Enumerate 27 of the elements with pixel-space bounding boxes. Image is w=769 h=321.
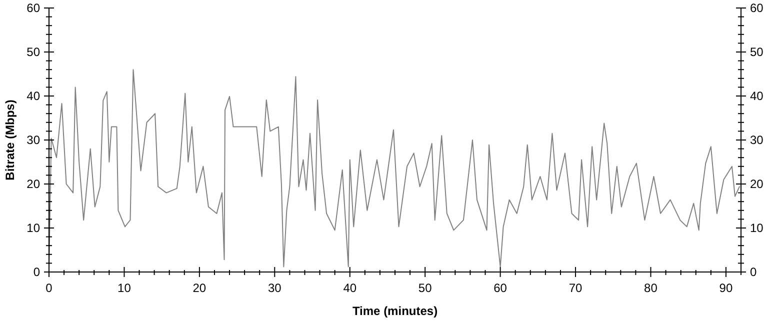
y2-tick-label: 30 xyxy=(750,133,764,147)
y2-tick-label: 20 xyxy=(750,177,764,191)
y-tick-label: 10 xyxy=(26,221,40,235)
y-tick-label: 30 xyxy=(26,133,40,147)
x-tick-label: 20 xyxy=(192,281,206,295)
y-tick-label: 20 xyxy=(26,177,40,191)
x-tick-label: 70 xyxy=(568,281,583,295)
x-axis-title: Time (minutes) xyxy=(352,304,438,318)
x-tick-label: 90 xyxy=(719,281,733,295)
y-tick-label: 40 xyxy=(26,89,40,103)
y2-tick-label: 50 xyxy=(750,45,764,59)
y2-tick-label: 10 xyxy=(750,221,764,235)
y2-tick-label: 40 xyxy=(750,89,764,103)
line-series xyxy=(48,69,740,268)
y-tick-label: 50 xyxy=(26,45,40,59)
x-tick-label: 60 xyxy=(494,281,508,295)
y-tick-label: 0 xyxy=(33,265,40,279)
x-tick-label: 0 xyxy=(46,281,53,295)
x-tick-label: 30 xyxy=(268,281,282,295)
x-tick-label: 10 xyxy=(118,281,132,295)
y-axis-title: Bitrate (Mbps) xyxy=(3,100,17,180)
y2-tick-label: 0 xyxy=(750,265,757,279)
y2-tick-label: 60 xyxy=(750,1,764,15)
x-tick-label: 40 xyxy=(343,281,357,295)
x-tick-label: 50 xyxy=(418,281,432,295)
y-tick-label: 60 xyxy=(26,1,40,15)
x-tick-label: 80 xyxy=(644,281,658,295)
